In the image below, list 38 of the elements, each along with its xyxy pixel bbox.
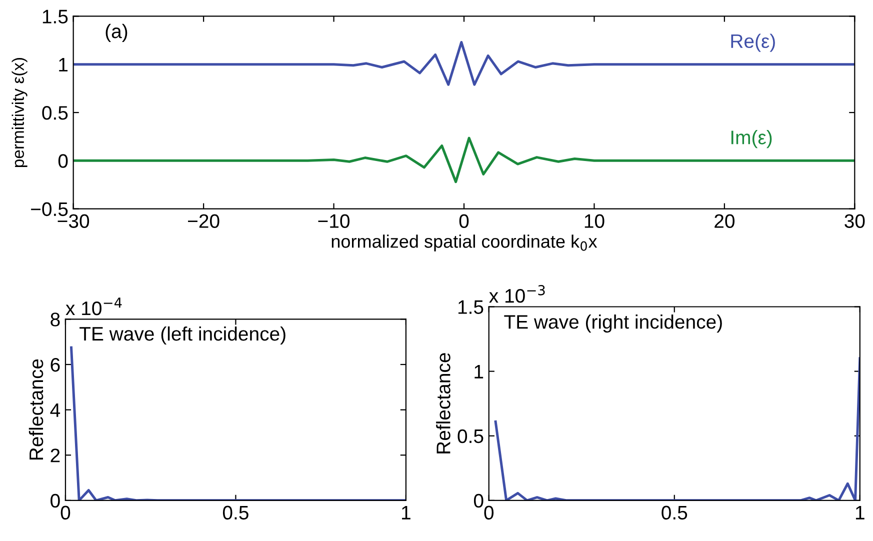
y-tick-label: 0.5 [42,106,68,120]
x-tick-label: 0.5 [662,506,688,520]
x-tick-label: 1 [402,506,410,520]
x-tick-label: 0.5 [222,506,248,520]
line-series [494,357,860,500]
y-axis-title: Reflectance [436,353,450,454]
annotation: (a) [106,24,128,42]
annotation: TE wave (right incidence) [504,314,722,333]
x-tick-label: 20 [714,214,734,228]
line-series [70,346,406,500]
x-tick-label: −10 [318,214,350,228]
y-tick-label: 2 [50,448,60,462]
x-tick-label: 30 [844,214,865,228]
y-tick-label: 1 [59,58,68,72]
y-axis-title: Reflectance [28,359,44,460]
x-tick-label: −30 [58,214,90,228]
annotation: TE wave (left incidence) [80,326,286,345]
y-tick-label: −0.5 [31,202,68,216]
y-tick-label: 8 [50,312,60,326]
x-tick-label: −20 [188,214,220,228]
y-tick-label: 1.5 [458,300,484,314]
y-tick-label: 0.5 [458,429,484,444]
x-tick-label: 0 [484,506,494,520]
y-tick-label: 4 [50,403,60,417]
y-tick-label: 6 [50,358,60,372]
y-tick-label: 0 [474,494,484,508]
series-label: Re(ε) [731,34,775,52]
text: x 10$^{−4}$ [66,298,122,316]
x-tick-label: 10 [584,214,604,228]
y-tick-label: 0 [50,494,60,508]
y-tick-label: 1.5 [42,10,68,24]
y-tick-label: 1 [474,364,484,378]
x-axis-title: normalized spatial coordinate k$_{0}$x [332,234,598,252]
y-tick-label: 0 [58,154,68,168]
text: x 10$^{−3}$ [489,285,545,303]
series-label: Im(ε) [731,130,772,148]
y-axis-title: permittivity ε(x) [12,58,28,168]
x-tick-label: 1 [856,506,864,520]
